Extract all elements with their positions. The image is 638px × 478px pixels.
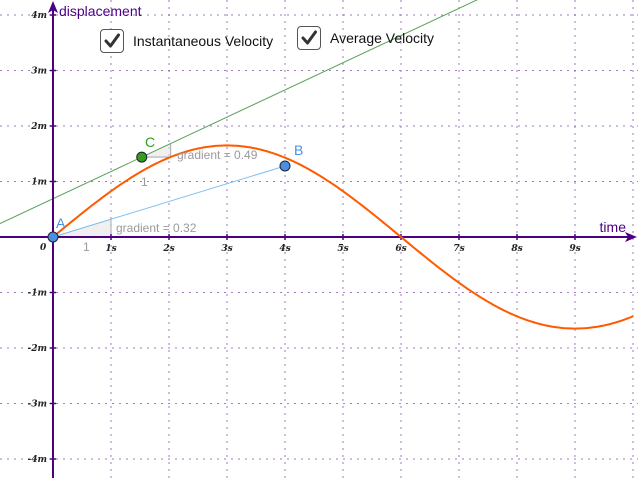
y-axis-label: displacement: [59, 3, 142, 19]
instantaneous-velocity-checkbox[interactable]: Instantaneous Velocity: [100, 29, 273, 53]
displacement-curve-layer: [52, 144, 634, 330]
y-tick-label: -4m: [27, 455, 47, 465]
y-tick-label: 3m: [31, 67, 47, 77]
y-tick-label: 1m: [31, 178, 47, 188]
point-a[interactable]: [47, 231, 59, 243]
x-tick-label: 3s: [221, 244, 232, 254]
average-gradient-label: gradient = 0.32: [116, 221, 197, 235]
x-tick-label: 4s: [279, 244, 290, 254]
point-c-label: C: [145, 134, 155, 150]
instantaneous-run-label: 1: [141, 175, 148, 189]
point-b-label: B: [294, 142, 303, 158]
average-run-label: 1: [83, 240, 90, 254]
checkbox-box[interactable]: [297, 26, 321, 50]
average-velocity-checkbox[interactable]: Average Velocity: [297, 26, 434, 50]
checkmark-icon: [301, 30, 317, 45]
y-tick-label: -1m: [27, 289, 47, 299]
checkmark-icon: [104, 33, 120, 48]
y-axis-arrow-icon: [48, 1, 58, 13]
x-tick-label: 5s: [337, 244, 348, 254]
displacement-curve: [52, 144, 634, 330]
secant-line: [52, 165, 286, 238]
point-c[interactable]: [136, 151, 148, 163]
checkbox-box[interactable]: [100, 29, 124, 53]
point-b[interactable]: [279, 160, 291, 172]
points[interactable]: [47, 151, 291, 243]
average-velocity-label: Average Velocity: [330, 30, 435, 46]
x-tick-label: 8s: [511, 244, 522, 254]
point-a-label: A: [56, 215, 66, 231]
y-tick-label: 2m: [30, 122, 47, 132]
x-tick-label: 1s: [105, 244, 116, 254]
instantaneous-velocity-label: Instantaneous Velocity: [133, 33, 274, 49]
velocity-lines: [0, 0, 478, 238]
origin-label: 0: [40, 243, 47, 253]
labels: 1s 2s 3s 4s 5s 6s 7s 8s 9s 1m 2m 3m 4m -1m -2m -3m -4m 0 t…: [27, 3, 626, 465]
x-tick-label: 2s: [162, 244, 174, 254]
x-tick-label: 6s: [395, 244, 406, 254]
y-tick-label: -2m: [27, 344, 47, 354]
x-axis-arrow-icon: [625, 232, 637, 242]
y-tick-label: 4m: [31, 11, 47, 21]
instantaneous-gradient-label: gradient = 0.49: [177, 148, 258, 162]
x-tick-label: 9s: [569, 244, 580, 254]
tangent-line: [0, 0, 478, 225]
y-tick-label: -3m: [27, 400, 47, 410]
x-axis-label: time: [600, 219, 627, 235]
x-tick-label: 7s: [453, 244, 464, 254]
